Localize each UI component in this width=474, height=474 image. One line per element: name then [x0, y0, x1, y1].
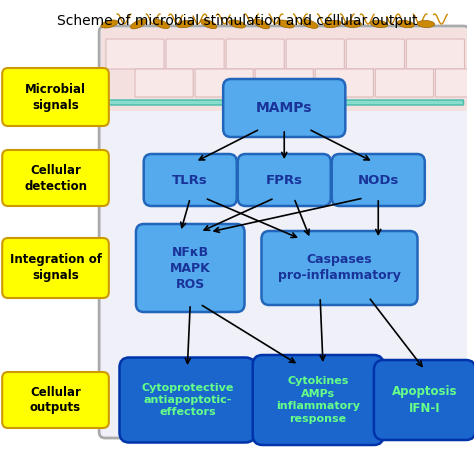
Text: Scheme of microbial stimulation and cellular output: Scheme of microbial stimulation and cell… — [57, 14, 418, 28]
Ellipse shape — [301, 19, 318, 28]
FancyBboxPatch shape — [101, 28, 467, 111]
FancyBboxPatch shape — [436, 69, 474, 97]
Ellipse shape — [344, 20, 361, 27]
FancyBboxPatch shape — [195, 69, 253, 97]
Text: Caspases
pro-inflammatory: Caspases pro-inflammatory — [278, 254, 401, 283]
Text: NODs: NODs — [357, 173, 399, 186]
Text: Cytoprotective
antiapoptotic-
effectors: Cytoprotective antiapoptotic- effectors — [141, 383, 234, 418]
FancyBboxPatch shape — [106, 39, 164, 69]
Text: MAMPs: MAMPs — [256, 101, 312, 115]
FancyBboxPatch shape — [332, 154, 425, 206]
Ellipse shape — [277, 20, 294, 28]
Ellipse shape — [201, 19, 217, 28]
Ellipse shape — [130, 19, 147, 29]
Ellipse shape — [253, 19, 270, 29]
FancyBboxPatch shape — [144, 154, 237, 206]
Text: NFκB
MAPK
ROS: NFκB MAPK ROS — [170, 246, 210, 291]
Ellipse shape — [101, 20, 118, 28]
FancyBboxPatch shape — [253, 355, 383, 445]
Text: Cellular
detection: Cellular detection — [24, 164, 87, 192]
FancyBboxPatch shape — [99, 26, 469, 438]
Ellipse shape — [324, 20, 341, 27]
FancyBboxPatch shape — [223, 79, 345, 137]
FancyBboxPatch shape — [375, 69, 434, 97]
FancyBboxPatch shape — [2, 68, 109, 126]
Text: Integration of
signals: Integration of signals — [9, 254, 101, 283]
Ellipse shape — [417, 20, 435, 27]
FancyBboxPatch shape — [255, 69, 313, 97]
FancyBboxPatch shape — [136, 224, 245, 312]
Text: Microbial
signals: Microbial signals — [25, 82, 86, 111]
Ellipse shape — [228, 20, 246, 28]
FancyBboxPatch shape — [226, 39, 284, 69]
FancyBboxPatch shape — [238, 154, 331, 206]
FancyBboxPatch shape — [374, 360, 474, 440]
Ellipse shape — [370, 20, 388, 27]
FancyBboxPatch shape — [406, 39, 465, 69]
Text: Cellular
outputs: Cellular outputs — [30, 385, 81, 414]
Text: TLRs: TLRs — [173, 173, 208, 186]
FancyBboxPatch shape — [315, 69, 374, 97]
FancyBboxPatch shape — [346, 39, 404, 69]
Ellipse shape — [177, 20, 194, 28]
Text: Apoptosis
IFN-I: Apoptosis IFN-I — [392, 385, 457, 414]
Text: Cytokines
AMPs
inflammatory
response: Cytokines AMPs inflammatory response — [276, 376, 360, 424]
FancyBboxPatch shape — [262, 231, 418, 305]
FancyBboxPatch shape — [2, 238, 109, 298]
Ellipse shape — [397, 20, 414, 28]
FancyBboxPatch shape — [105, 100, 464, 105]
FancyBboxPatch shape — [135, 69, 193, 97]
FancyBboxPatch shape — [119, 357, 255, 443]
Text: FPRs: FPRs — [266, 173, 303, 186]
Ellipse shape — [153, 19, 169, 28]
FancyBboxPatch shape — [286, 39, 344, 69]
FancyBboxPatch shape — [2, 150, 109, 206]
FancyBboxPatch shape — [2, 372, 109, 428]
FancyBboxPatch shape — [166, 39, 224, 69]
